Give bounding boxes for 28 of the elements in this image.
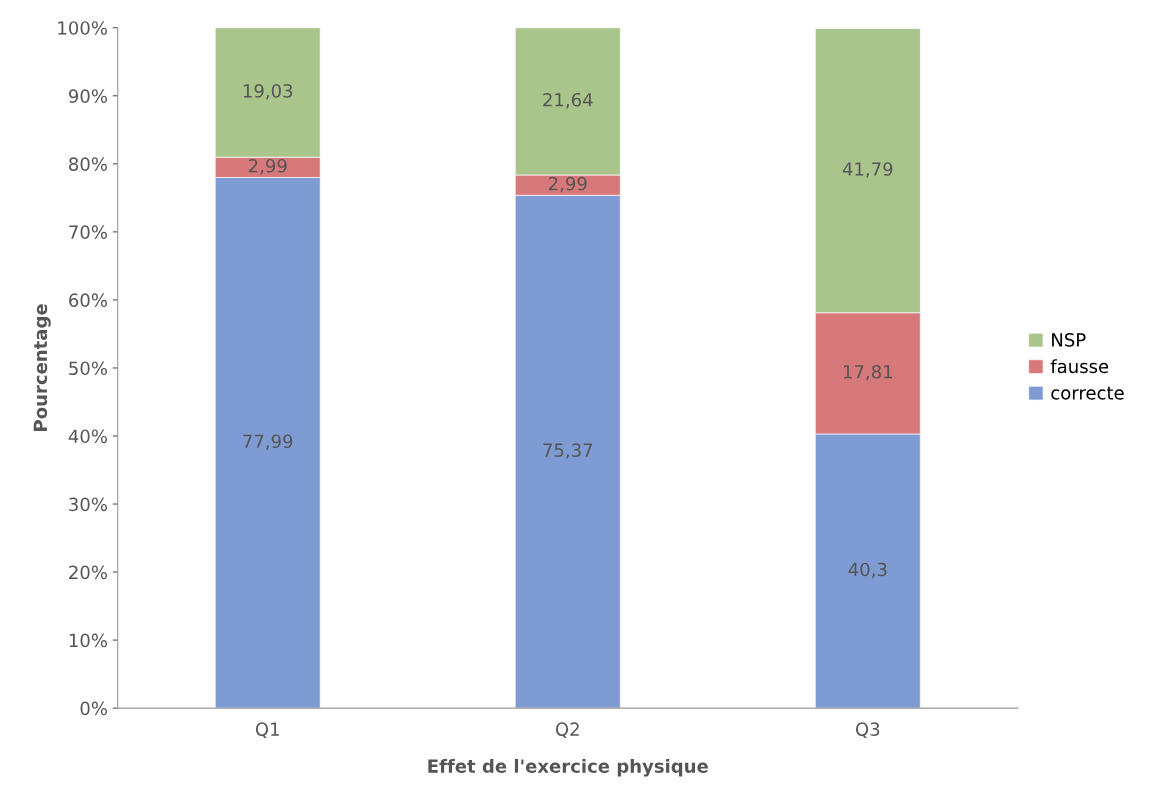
data-label: 75,37	[543, 443, 593, 459]
data-label: 40,3	[848, 562, 887, 579]
y-tick-label: 50%	[69, 361, 107, 376]
data-label: 2,99	[248, 158, 287, 175]
x-axis-title: Effet de l'exercice physique	[428, 758, 708, 777]
y-tick-label: 100%	[58, 21, 107, 35]
data-label: 2,99	[548, 176, 587, 193]
data-label: 19,03	[243, 84, 293, 100]
legend-label: fausse	[1050, 359, 1109, 374]
y-tick-label: 20%	[69, 565, 107, 580]
data-label: 17,81	[843, 364, 892, 381]
y-tick-label: 30%	[69, 497, 107, 512]
data-label: 21,64	[543, 92, 593, 109]
data-label: 77,99	[243, 434, 293, 450]
x-tick-label: Q2	[555, 722, 579, 739]
y-tick-label: 0%	[80, 701, 107, 716]
y-tick-label: 10%	[69, 633, 107, 648]
x-tick-label: Q3	[855, 722, 880, 739]
y-tick-label: 90%	[68, 89, 107, 103]
data-label: 41,79	[842, 162, 893, 178]
x-tick-label: Q1	[255, 722, 279, 739]
legend-label: correcte	[1051, 386, 1124, 400]
y-axis-title: Pourcentage	[33, 304, 51, 431]
y-tick-label: 70%	[69, 225, 107, 239]
y-tick-label: 60%	[69, 293, 107, 308]
y-tick-label: 40%	[68, 429, 107, 444]
legend-label: NSP	[1052, 333, 1086, 347]
y-tick-label: 80%	[69, 157, 107, 171]
